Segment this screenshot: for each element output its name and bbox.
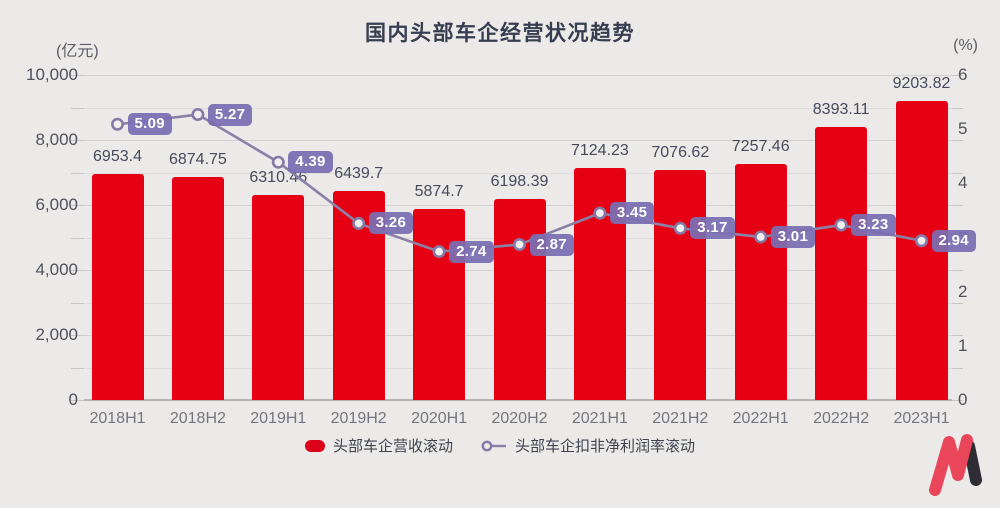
x-axis-label: 2022H2 xyxy=(813,410,870,427)
page-title: 国内头部车企经营状况趋势 xyxy=(365,22,635,45)
x-axis-label: 2019H1 xyxy=(250,410,307,427)
bar-2021H2 xyxy=(654,170,707,400)
y-axis-label-right: 2 xyxy=(958,281,968,301)
left-axis-tick xyxy=(71,237,84,239)
y-axis-label-right: 5 xyxy=(958,119,968,139)
left-axis-tick xyxy=(71,335,84,336)
y-axis-label-left: 4,000 xyxy=(35,260,78,279)
left-axis-tick xyxy=(71,75,84,76)
right-axis-tick xyxy=(952,107,963,109)
y-axis-label-right: 4 xyxy=(958,173,968,193)
legend-line-marker-icon xyxy=(481,440,506,451)
x-axis-label: 2021H1 xyxy=(571,410,628,427)
line-point-marker xyxy=(191,108,205,122)
line-value-badge: 3.26 xyxy=(368,212,414,235)
y-axis-label-left: 2,000 xyxy=(35,325,78,344)
line-value-badge: 2.94 xyxy=(931,229,976,252)
bar-2020H2 xyxy=(493,198,546,400)
right-axis-tick xyxy=(952,140,963,141)
x-axis-label: 2019H2 xyxy=(330,410,387,427)
left-axis-tick xyxy=(71,400,84,401)
bar-2022H2 xyxy=(815,127,868,400)
legend-item-revenue: 头部车企营收滚动 xyxy=(304,435,453,456)
legend-item-margin: 头部车企扣非净利润率滚动 xyxy=(481,435,695,456)
line-value-badge: 2.74 xyxy=(449,240,494,263)
line-value-badge: 3.01 xyxy=(770,225,816,248)
left-axis-tick xyxy=(71,367,84,369)
right-axis-tick xyxy=(952,302,963,304)
left-axis-tick xyxy=(71,140,84,141)
bar-value-label: 6198.39 xyxy=(490,172,549,190)
legend-label-revenue: 头部车企营收滚动 xyxy=(332,438,453,455)
line-value-badge: 2.87 xyxy=(529,233,574,256)
line-value-badge: 3.23 xyxy=(851,214,896,237)
line-point-marker xyxy=(271,155,285,169)
right-axis-tick xyxy=(952,205,963,206)
right-axis-tick xyxy=(952,172,963,174)
left-axis-tick xyxy=(71,302,84,304)
x-axis-label: 2022H1 xyxy=(732,410,789,427)
x-axis-label: 2021H2 xyxy=(652,410,709,427)
legend: 头部车企营收滚动 头部车企扣非净利润率滚动 xyxy=(0,435,1000,456)
right-axis-tick xyxy=(952,335,963,336)
left-axis-unit-label: (亿元) xyxy=(56,43,99,60)
x-axis-label: 2020H1 xyxy=(411,410,468,427)
x-axis-label: 2020H2 xyxy=(491,410,548,427)
line-value-badge: 5.27 xyxy=(207,103,253,126)
y-axis-label-right: 0 xyxy=(958,390,968,409)
line-value-badge: 3.17 xyxy=(690,217,735,240)
y-axis-label-right: 6 xyxy=(958,65,968,84)
left-axis-tick xyxy=(71,172,84,174)
bar-2018H2 xyxy=(171,176,224,400)
right-axis-tick xyxy=(952,367,963,369)
x-axis-line xyxy=(84,399,952,401)
line-value-badge: 3.45 xyxy=(609,202,655,225)
bar-2018H1 xyxy=(91,174,144,400)
left-axis-tick xyxy=(71,205,84,206)
right-axis-tick xyxy=(952,270,963,271)
bar-value-label: 9203.82 xyxy=(892,74,951,92)
y-axis-label-left: 0 xyxy=(68,390,78,409)
line-point-marker xyxy=(111,117,125,131)
bar-2022H1 xyxy=(734,164,787,400)
right-axis-tick xyxy=(952,400,963,401)
legend-bar-swatch-icon xyxy=(304,439,325,452)
left-axis-tick xyxy=(71,270,84,271)
bar-2019H1 xyxy=(252,194,305,400)
bar-2020H1 xyxy=(413,209,466,400)
y-axis-label-right: 1 xyxy=(958,335,968,355)
bar-value-label: 7257.46 xyxy=(731,138,790,156)
right-axis-tick xyxy=(952,75,963,76)
legend-label-margin: 头部车企扣非净利润率滚动 xyxy=(515,438,696,455)
gridline xyxy=(84,107,952,109)
line-value-badge: 4.39 xyxy=(288,151,333,174)
right-axis-unit-label: (%) xyxy=(953,37,978,54)
brand-logo xyxy=(929,434,982,496)
left-axis-tick xyxy=(71,107,84,109)
x-axis-label: 2023H1 xyxy=(893,410,950,427)
line-value-badge: 5.09 xyxy=(127,113,172,136)
x-axis-label: 2018H1 xyxy=(89,410,146,427)
y-axis-label-left: 6,000 xyxy=(35,195,78,214)
y-axis-label-left: 8,000 xyxy=(35,130,78,149)
x-axis-label: 2018H2 xyxy=(169,410,226,427)
bar-value-label: 8393.11 xyxy=(812,101,870,119)
y-axis-label-left: 10,000 xyxy=(26,65,78,84)
gridline xyxy=(84,75,952,76)
bar-value-label: 6874.75 xyxy=(168,150,227,168)
